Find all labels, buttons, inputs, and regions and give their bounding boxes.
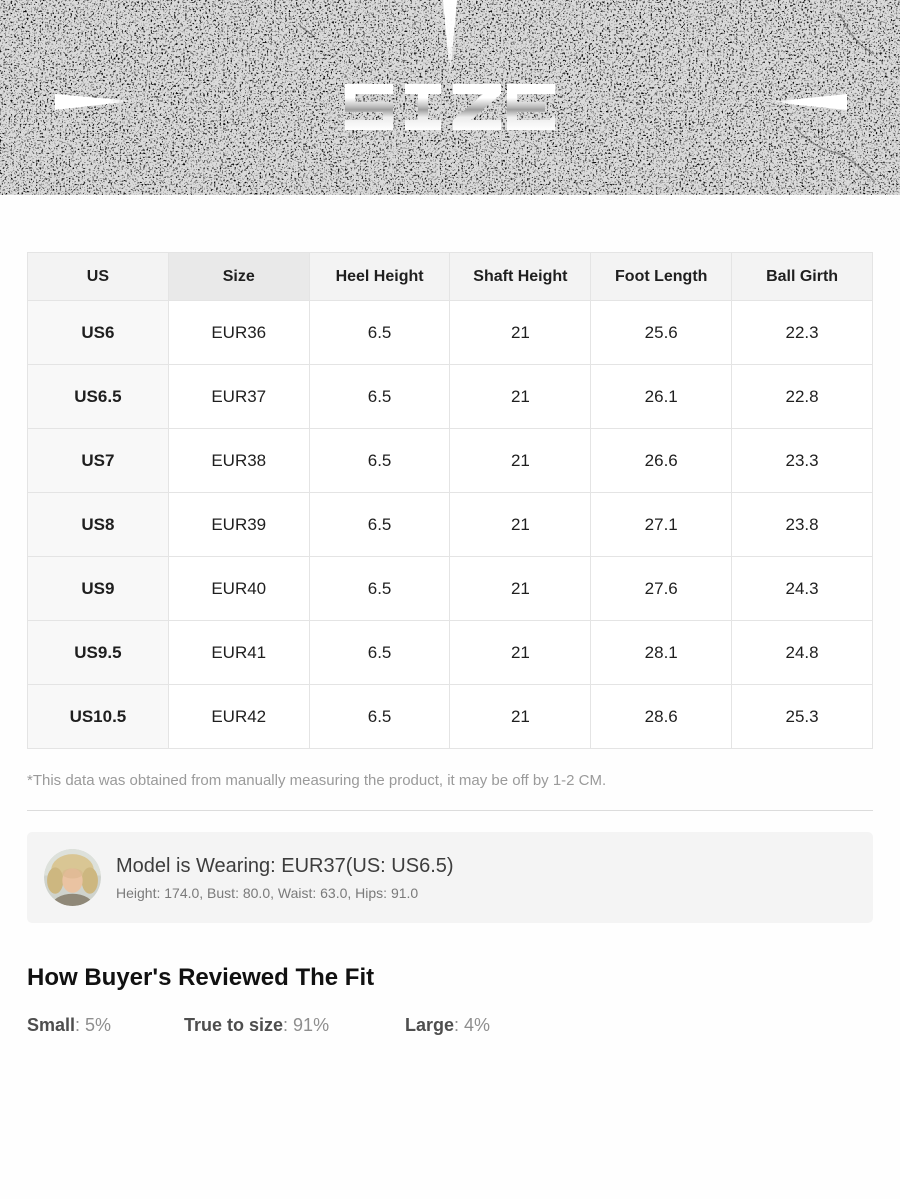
cell-shaft-height: 21 (449, 364, 592, 429)
column-header-size: Size (167, 252, 310, 301)
cell-foot-length: 28.6 (590, 684, 733, 749)
cell-size: EUR37 (167, 364, 310, 429)
cell-shaft-height: 21 (449, 556, 592, 621)
fit-stat-value: 91% (293, 1015, 330, 1035)
cell-ball-girth: 22.3 (731, 300, 873, 365)
size-banner-art (0, 0, 900, 195)
model-wearing-title: Model is Wearing: EUR37(US: US6.5) (116, 854, 454, 877)
cell-ball-girth: 24.3 (731, 556, 873, 621)
scratch-texture (299, 13, 876, 183)
model-measurements: Height: 174.0, Bust: 80.0, Waist: 63.0, … (116, 884, 419, 901)
fit-review-heading: How Buyer's Reviewed The Fit (27, 964, 375, 991)
column-header-shaft-height: Shaft Height (449, 252, 592, 301)
table-row: US7 EUR38 6.5 21 26.6 23.3 (27, 428, 873, 493)
cell-size: EUR40 (167, 556, 310, 621)
cell-us: US6 (27, 300, 169, 365)
table-row: US6 EUR36 6.5 21 25.6 22.3 (27, 300, 873, 365)
cell-size: EUR42 (167, 684, 310, 749)
fit-stats: Small: 5% True to size: 91% Large: 4% (27, 1015, 873, 1037)
column-header-us: US (27, 252, 169, 301)
model-info-text: Model is Wearing: EUR37(US: US6.5) Heigh… (116, 855, 454, 901)
cell-shaft-height: 21 (449, 300, 592, 365)
fit-stat-separator: : (283, 1015, 294, 1035)
fit-stat-large: Large: 4% (405, 1015, 490, 1037)
size-table-header-row: US Size Heel Height Shaft Height Foot Le… (27, 252, 873, 301)
fit-stat-value: 5% (85, 1015, 112, 1035)
cell-heel-height: 6.5 (308, 684, 451, 749)
cell-ball-girth: 25.3 (731, 684, 873, 749)
fit-stat-label: Large (405, 1015, 455, 1035)
section-divider (27, 810, 873, 811)
right-wedge-decoration (769, 94, 847, 110)
column-header-ball-girth: Ball Girth (731, 252, 873, 301)
column-header-foot-length: Foot Length (590, 252, 733, 301)
cell-heel-height: 6.5 (308, 300, 451, 365)
cell-heel-height: 6.5 (308, 428, 451, 493)
fit-stat-label: True to size (184, 1015, 284, 1035)
cell-size: EUR38 (167, 428, 310, 493)
cell-foot-length: 25.6 (590, 300, 733, 365)
fit-stat-separator: : (454, 1015, 465, 1035)
cell-foot-length: 28.1 (590, 620, 733, 685)
table-row: US9 EUR40 6.5 21 27.6 24.3 (27, 556, 873, 621)
cell-size: EUR36 (167, 300, 310, 365)
fit-stat-small: Small: 5% (27, 1015, 184, 1037)
column-header-heel-height: Heel Height (308, 252, 451, 301)
cell-ball-girth: 23.3 (731, 428, 873, 493)
size-table: US Size Heel Height Shaft Height Foot Le… (27, 252, 873, 749)
table-row: US6.5 EUR37 6.5 21 26.1 22.8 (27, 364, 873, 429)
cell-us: US10.5 (27, 684, 169, 749)
cell-ball-girth: 23.8 (731, 492, 873, 557)
size-guide-page: US Size Heel Height Shaft Height Foot Le… (0, 0, 900, 1037)
cell-heel-height: 6.5 (308, 620, 451, 685)
cell-foot-length: 27.1 (590, 492, 733, 557)
cell-heel-height: 6.5 (308, 364, 451, 429)
cell-shaft-height: 21 (449, 492, 592, 557)
cell-ball-girth: 24.8 (731, 620, 873, 685)
cell-size: EUR41 (167, 620, 310, 685)
cell-us: US9 (27, 556, 169, 621)
cell-size: EUR39 (167, 492, 310, 557)
cell-heel-height: 6.5 (308, 556, 451, 621)
cell-us: US6.5 (27, 364, 169, 429)
cell-shaft-height: 21 (449, 620, 592, 685)
cell-foot-length: 26.6 (590, 428, 733, 493)
size-banner (0, 0, 900, 195)
cell-heel-height: 6.5 (308, 492, 451, 557)
model-info-card: Model is Wearing: EUR37(US: US6.5) Heigh… (27, 832, 873, 923)
top-needle-decoration (443, 0, 457, 78)
model-avatar (44, 849, 101, 906)
table-row: US9.5 EUR41 6.5 21 28.1 24.8 (27, 620, 873, 685)
cell-shaft-height: 21 (449, 684, 592, 749)
cell-us: US7 (27, 428, 169, 493)
measurement-disclaimer: *This data was obtained from manually me… (27, 772, 607, 789)
fit-stat-label: Small (27, 1015, 76, 1035)
model-photo-avatar-icon (44, 849, 101, 906)
cell-us: US9.5 (27, 620, 169, 685)
fit-stat-value: 4% (464, 1015, 491, 1035)
fit-stat-true-to-size: True to size: 91% (184, 1015, 405, 1037)
cell-foot-length: 27.6 (590, 556, 733, 621)
size-title-lettering (345, 84, 555, 130)
table-row: US8 EUR39 6.5 21 27.1 23.8 (27, 492, 873, 557)
cell-foot-length: 26.1 (590, 364, 733, 429)
left-wedge-decoration (55, 94, 133, 110)
cell-us: US8 (27, 492, 169, 557)
fit-stat-separator: : (75, 1015, 86, 1035)
size-guide-content: US Size Heel Height Shaft Height Foot Le… (0, 252, 900, 1037)
table-row: US10.5 EUR42 6.5 21 28.6 25.3 (27, 684, 873, 749)
cell-ball-girth: 22.8 (731, 364, 873, 429)
cell-shaft-height: 21 (449, 428, 592, 493)
